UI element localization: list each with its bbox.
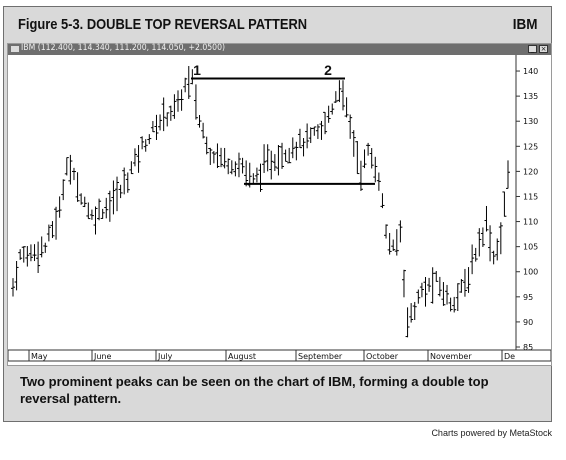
month-label: June [93, 352, 112, 361]
month-label: May [31, 352, 48, 361]
figure-header: Figure 5-3. DOUBLE TOP REVERSAL PATTERN … [4, 7, 551, 41]
minimize-icon[interactable]: _ [528, 45, 537, 53]
chart-window-icon [11, 46, 19, 52]
y-tick-label: 85 [523, 343, 533, 352]
month-label: August [228, 352, 256, 361]
month-label: September [298, 352, 343, 361]
y-tick-label: 120 [523, 167, 538, 176]
chart-window: IBM (112.400, 114.340, 111.200, 114.050,… [7, 43, 552, 366]
peak-label-1: 1 [193, 62, 201, 78]
price-chart: 85 90 95 100 105 110 115 120 125 130 135 140 May June… [8, 55, 551, 362]
y-tick-label: 125 [523, 142, 538, 151]
y-tick-label: 130 [523, 117, 538, 126]
peak-label-2: 2 [324, 62, 332, 78]
y-tick-label: 140 [523, 67, 538, 76]
close-icon[interactable]: × [539, 45, 548, 53]
month-label: October [366, 352, 399, 361]
y-tick-label: 105 [523, 243, 538, 252]
figure-frame: Figure 5-3. DOUBLE TOP REVERSAL PATTERN … [3, 6, 552, 422]
chart-credit: Charts powered by MetaStock [431, 428, 552, 438]
y-tick-label: 110 [523, 218, 538, 227]
y-tick-label: 135 [523, 92, 538, 101]
month-label: De [504, 352, 515, 361]
figure-caption: Two prominent peaks can be seen on the c… [20, 374, 489, 406]
month-label: July [157, 352, 173, 361]
month-label: November [430, 352, 472, 361]
chart-window-title: IBM (112.400, 114.340, 111.200, 114.050,… [21, 43, 226, 53]
time-axis [8, 349, 551, 362]
chart-window-titlebar[interactable]: IBM (112.400, 114.340, 111.200, 114.050,… [8, 43, 551, 55]
y-tick-label: 100 [523, 268, 538, 277]
figure-title: Figure 5-3. DOUBLE TOP REVERSAL PATTERN [18, 16, 308, 33]
y-tick-label: 90 [523, 318, 533, 327]
y-tick-label: 95 [523, 293, 533, 302]
figure-symbol: IBM [512, 16, 537, 33]
y-tick-label: 115 [523, 192, 538, 201]
